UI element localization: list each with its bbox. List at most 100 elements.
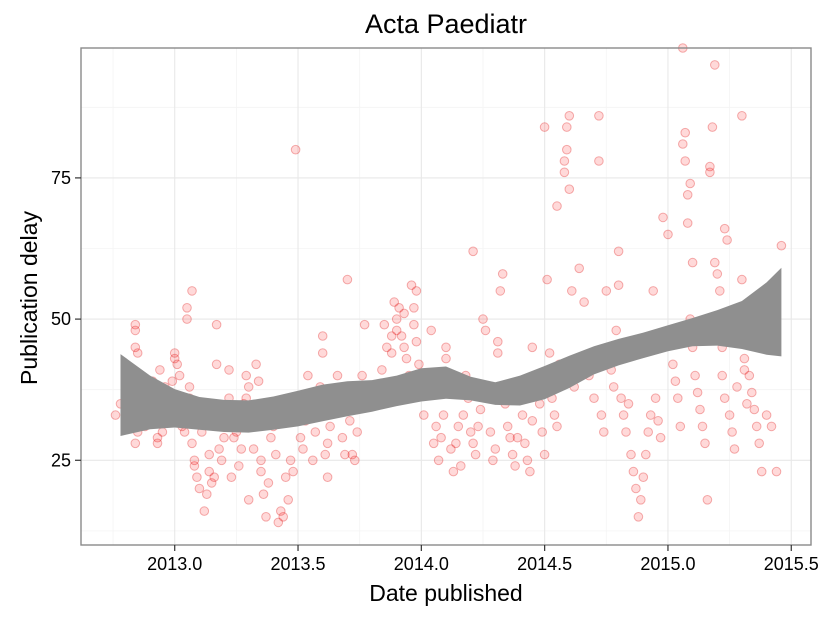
data-point — [756, 466, 767, 477]
data-point — [182, 303, 192, 313]
data-point — [552, 421, 562, 432]
data-point — [256, 466, 266, 477]
data-point — [453, 421, 464, 432]
data-point — [169, 353, 180, 364]
data-point — [426, 325, 437, 336]
data-point — [179, 427, 190, 437]
data-point — [732, 382, 742, 392]
data-point — [601, 286, 612, 296]
data-point — [204, 466, 214, 477]
data-point — [317, 331, 328, 341]
data-point — [690, 370, 700, 381]
data-point — [485, 427, 496, 437]
major-grid — [81, 48, 811, 545]
data-point — [751, 421, 762, 432]
data-point — [488, 455, 498, 466]
data-point — [332, 370, 343, 381]
data-point — [441, 342, 451, 353]
data-point — [680, 127, 691, 138]
data-point — [401, 353, 412, 364]
data-point — [243, 495, 254, 505]
data-point — [719, 223, 730, 234]
data-point — [241, 370, 251, 381]
data-point — [631, 483, 641, 494]
data-point — [226, 472, 237, 483]
data-point — [322, 438, 333, 449]
x-axis: 2013.0 2013.5 2014.0 2014.5 2015.0 2015.5 — [147, 545, 819, 574]
data-point — [710, 257, 720, 268]
data-point — [628, 466, 639, 477]
data-point — [641, 449, 651, 460]
confidence-band — [120, 267, 782, 436]
data-point — [700, 438, 710, 449]
data-point — [278, 512, 289, 522]
data-point — [441, 353, 451, 364]
data-point — [251, 359, 261, 370]
data-point — [271, 449, 281, 460]
data-point — [337, 432, 348, 443]
data-point — [473, 421, 483, 432]
data-point — [411, 336, 422, 347]
data-point — [520, 438, 530, 449]
data-point — [579, 297, 589, 307]
data-point — [739, 353, 750, 364]
data-point — [391, 325, 402, 336]
data-point — [724, 410, 735, 420]
data-point — [727, 427, 737, 437]
data-point — [611, 325, 622, 336]
data-point — [645, 410, 656, 420]
data-point — [525, 466, 535, 477]
data-point — [322, 472, 333, 483]
data-point — [754, 438, 765, 449]
data-point — [673, 393, 683, 404]
data-point — [749, 404, 760, 415]
data-point — [478, 314, 488, 324]
data-point — [564, 111, 575, 121]
data-point — [320, 449, 331, 460]
data-point — [522, 455, 533, 466]
y-tick-label: 75 — [51, 168, 71, 188]
data-point — [653, 416, 663, 426]
data-point — [283, 495, 294, 505]
data-point — [194, 483, 205, 494]
data-point — [451, 438, 461, 449]
data-point — [199, 506, 210, 516]
data-point — [510, 461, 520, 471]
data-point — [658, 212, 668, 223]
data-point — [448, 466, 459, 477]
data-point — [739, 365, 750, 375]
data-point — [229, 432, 239, 443]
data-point — [276, 506, 286, 516]
data-point — [574, 263, 585, 274]
data-point — [184, 382, 195, 392]
data-point — [771, 466, 782, 477]
data-point — [680, 156, 691, 166]
data-point — [638, 472, 649, 483]
data-point — [157, 427, 168, 437]
data-point — [650, 393, 661, 404]
data-point — [436, 432, 446, 443]
data-point — [298, 444, 308, 454]
data-point — [687, 257, 698, 268]
x-tick-label: 2015.5 — [764, 554, 819, 574]
data-point — [219, 432, 229, 443]
data-point — [317, 348, 328, 358]
data-point — [386, 331, 397, 341]
data-point — [389, 297, 400, 307]
data-point — [243, 382, 254, 392]
data-point — [236, 444, 247, 454]
data-point — [497, 269, 508, 279]
data-point — [394, 303, 404, 313]
data-point — [495, 286, 506, 296]
data-point — [189, 461, 200, 471]
data-point — [187, 438, 197, 449]
data-point — [325, 421, 335, 432]
data-point — [446, 444, 456, 454]
data-point — [552, 201, 562, 211]
data-point — [234, 461, 244, 471]
data-point — [399, 342, 409, 353]
data-point — [280, 472, 291, 483]
data-point — [167, 376, 178, 387]
data-point — [613, 280, 624, 291]
